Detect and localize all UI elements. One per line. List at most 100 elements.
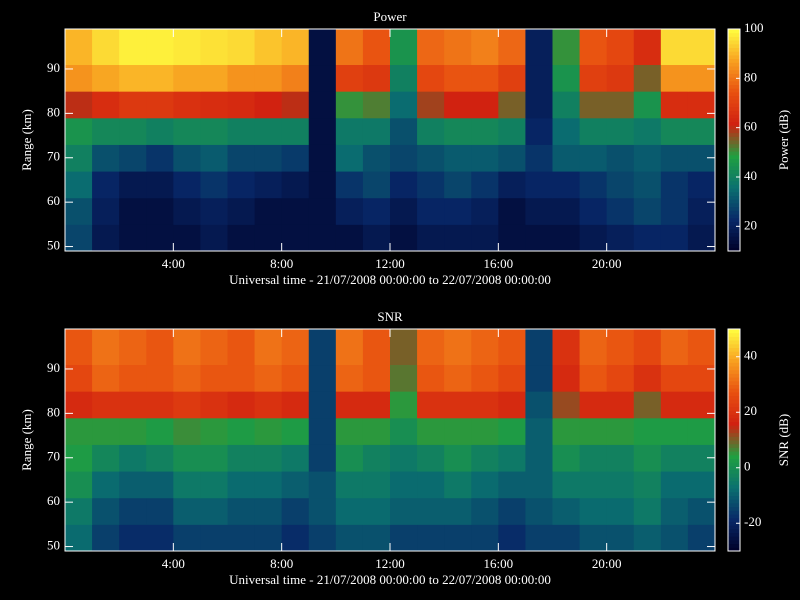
heat-cell (200, 471, 228, 499)
heat-cell (390, 64, 418, 92)
y-tick-label: 80 (47, 104, 60, 119)
heat-cell (173, 224, 201, 252)
heat-cell (417, 524, 445, 552)
heat-cell (146, 91, 174, 119)
heat-cell (362, 117, 391, 145)
colorbar-segment (728, 51, 740, 56)
heat-cell (687, 329, 716, 366)
colorbar-segment (728, 425, 740, 430)
colorbar-segment (728, 340, 740, 345)
heat-cell (579, 497, 608, 525)
heat-cell (92, 91, 120, 119)
colorbar-segment (728, 247, 740, 252)
colorbar-frame (727, 28, 741, 252)
colorbar-segment (728, 177, 740, 182)
heat-cell (146, 364, 174, 392)
colorbar-segment (728, 391, 740, 397)
heat-cell (417, 391, 445, 419)
heat-cell (227, 444, 256, 472)
heat-cell (579, 144, 608, 172)
heat-cell (308, 497, 337, 525)
heat-cell (308, 364, 337, 392)
heat-cell (606, 197, 635, 225)
colorbar-segment (728, 347, 740, 352)
heat-cell (308, 444, 337, 472)
heat-cell (200, 224, 228, 252)
heat-cell (552, 171, 581, 199)
heat-cell (362, 497, 391, 525)
heat-cell (92, 64, 120, 92)
heat-cell (200, 197, 228, 225)
colorbar-segment (728, 469, 740, 474)
heat-cell (417, 471, 445, 499)
heat-cell (146, 471, 174, 499)
heat-cell (444, 497, 472, 525)
heat-cell (335, 224, 364, 252)
colorbar-segment (728, 151, 740, 156)
heat-cell (606, 497, 635, 525)
colorbar-segment (728, 477, 740, 482)
heat-cell (471, 117, 499, 145)
colorbar-label: SNR (dB) (776, 414, 791, 466)
heat-cell (308, 64, 337, 92)
heat-cell (390, 444, 418, 472)
heat-cell (119, 417, 147, 445)
heat-cell (444, 117, 472, 145)
heat-cell (227, 417, 256, 445)
x-tick-label: 20:00 (592, 256, 622, 271)
heat-cell (92, 171, 120, 199)
heat-cell (281, 144, 310, 172)
heat-cell (254, 364, 283, 392)
colorbar-segment (728, 528, 740, 533)
colorbar-segment (728, 517, 740, 522)
heat-cell (362, 524, 391, 552)
colorbar-segment (728, 351, 740, 356)
heat-cell (390, 497, 418, 525)
heat-cell (390, 391, 418, 419)
heat-cell (119, 444, 147, 472)
colorbar-segment (728, 47, 740, 52)
heat-cell (308, 224, 337, 252)
heat-cell (417, 91, 445, 119)
y-axis-label: Range (km) (19, 109, 34, 171)
heat-cell (254, 417, 283, 445)
heat-cell (417, 224, 445, 252)
heat-cell (227, 171, 256, 199)
heat-cell (660, 171, 689, 199)
heat-cell (579, 444, 608, 472)
colorbar-segment (728, 369, 740, 374)
heat-cell (335, 497, 364, 525)
heat-cell (444, 329, 472, 366)
heat-cell (362, 391, 391, 419)
heat-cell (525, 329, 553, 366)
colorbar-segment (728, 399, 740, 404)
heat-cell (525, 144, 553, 172)
heat-cell (498, 364, 526, 392)
y-tick-label: 60 (47, 193, 60, 208)
colorbar-segment (728, 447, 740, 452)
heat-cell (498, 471, 526, 499)
colorbar-tick-label: 100 (744, 20, 764, 35)
heat-cell (687, 471, 716, 499)
heat-cell (471, 391, 499, 419)
heat-cell (65, 224, 93, 252)
heat-cell (525, 117, 553, 145)
heat-cell (308, 117, 337, 145)
heat-cell (498, 29, 526, 66)
heat-cell (498, 417, 526, 445)
heat-cell (173, 64, 201, 92)
heat-cell (227, 29, 256, 66)
heat-cell (660, 117, 689, 145)
heat-cell (227, 391, 256, 419)
colorbar-segment (728, 228, 740, 233)
heat-cell (687, 224, 716, 252)
heat-cell (552, 224, 581, 252)
heat-cell (444, 64, 472, 92)
heat-cell (390, 471, 418, 499)
colorbar-segment (728, 543, 740, 548)
heat-cell (660, 471, 689, 499)
heat-cell (606, 444, 635, 472)
colorbar-segment (728, 217, 740, 222)
heat-cell (92, 417, 120, 445)
colorbar-label: Power (dB) (776, 110, 791, 170)
